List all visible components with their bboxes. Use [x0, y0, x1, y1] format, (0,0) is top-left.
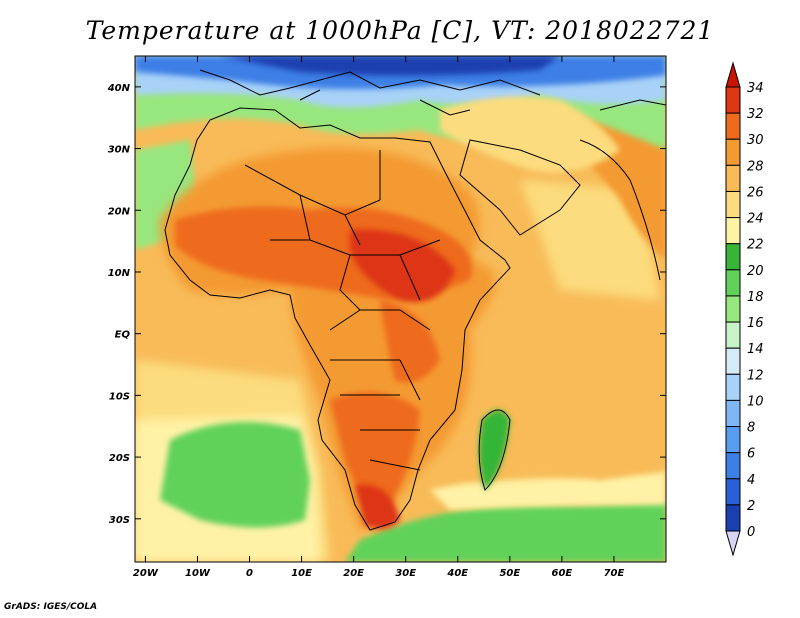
lon-tick-label: 40E — [446, 568, 468, 579]
colorbar-box — [725, 138, 741, 166]
temperature-field — [135, 56, 666, 562]
colorbar-label: 32 — [747, 107, 764, 122]
field-arabian-sea — [520, 180, 660, 300]
colorbar-box — [725, 164, 741, 192]
colorbar-box — [725, 399, 741, 428]
longitude-axis: 20W 10W 0 10E 20E 30E 40E 50E 60E 70E — [133, 56, 625, 579]
colorbar-box — [725, 190, 741, 219]
madagascar-coast — [478, 409, 511, 491]
colorbar-top-triangle — [725, 61, 741, 88]
field-southern-ocean-green — [345, 500, 666, 562]
colorbar-box — [725, 217, 741, 245]
colorbar-box — [725, 373, 741, 401]
colorbar-box — [725, 112, 741, 140]
lat-tick-label: EQ — [115, 330, 131, 341]
lon-tick-label: 50E — [499, 568, 520, 579]
colorbar-label: 24 — [747, 212, 764, 227]
coastlines — [164, 69, 666, 531]
colorbar-label: 18 — [747, 290, 764, 305]
field-s-atlantic-green — [160, 422, 310, 528]
lat-tick-label: 10N — [108, 268, 131, 279]
colorbar-box — [725, 269, 741, 297]
colorbar-label: 16 — [747, 316, 764, 331]
colorbar-box — [725, 295, 741, 323]
colorbar-label: 4 — [747, 473, 755, 488]
field-madagascar — [479, 410, 510, 490]
lon-tick-label: 10W — [185, 568, 211, 579]
colorbar-label: 20 — [747, 264, 764, 279]
europe-coast — [199, 69, 541, 116]
colorbar-box — [725, 504, 741, 532]
colorbar-box — [725, 347, 741, 375]
asia-coast — [579, 99, 666, 281]
colorbar-box — [725, 478, 741, 506]
colorbar-box — [725, 86, 741, 114]
africa-borders — [244, 150, 441, 471]
lon-tick-label: 70E — [604, 568, 625, 579]
colorbar-bottom-triangle — [725, 530, 741, 557]
lat-tick-label: 20S — [109, 453, 130, 464]
colorbar-box — [725, 243, 741, 271]
colorbar-label: 0 — [747, 525, 755, 540]
colorbar-label: 28 — [747, 159, 764, 174]
lat-tick-label: 30S — [109, 515, 130, 526]
colorbar-label: 2 — [747, 499, 755, 514]
map-title: Temperature at 1000hPa [C], VT: 20180227… — [85, 16, 715, 45]
field-east-africa-hot — [380, 300, 440, 383]
field-europe-coldest — [220, 56, 560, 76]
map-frame — [134, 55, 667, 563]
colorbar-label: 8 — [747, 421, 755, 436]
africa-coast — [164, 107, 511, 531]
lon-tick-label: 20W — [133, 568, 159, 579]
colorbar-box — [725, 452, 741, 480]
lon-tick-label: 30E — [395, 568, 416, 579]
colorbar-label: 10 — [747, 394, 764, 409]
colorbar-label: 26 — [747, 185, 764, 200]
field-middle-east — [440, 96, 620, 173]
colorbar-label: 34 — [747, 81, 764, 96]
colorbar-label: 6 — [747, 447, 755, 462]
lat-tick-label: 40N — [107, 83, 131, 94]
colorbar-label: 14 — [747, 342, 764, 357]
lon-tick-label: 0 — [246, 568, 253, 579]
lat-tick-label: 30N — [108, 145, 131, 156]
field-sudan-hottest — [350, 229, 455, 302]
latitude-axis: 40N 30N 20N 10N EQ 10S 20S 30S — [107, 83, 666, 526]
lat-tick-label: 20N — [108, 206, 131, 217]
lon-tick-label: 10E — [291, 568, 312, 579]
footer-credit: GrADS: IGES/COLA — [4, 602, 98, 612]
field-southern-africa-hot — [330, 392, 420, 520]
colorbar-label: 30 — [747, 133, 764, 148]
lon-tick-label: 20E — [343, 568, 364, 579]
field-s-africa-hottest — [355, 484, 400, 529]
lat-tick-label: 10S — [109, 391, 130, 402]
arabia-coast — [459, 139, 581, 236]
colorbar-label: 12 — [747, 368, 764, 383]
colorbar-label: 22 — [747, 238, 764, 253]
colorbar-box — [725, 426, 741, 454]
lon-tick-label: 60E — [552, 568, 573, 579]
colorbar-box — [725, 321, 741, 349]
